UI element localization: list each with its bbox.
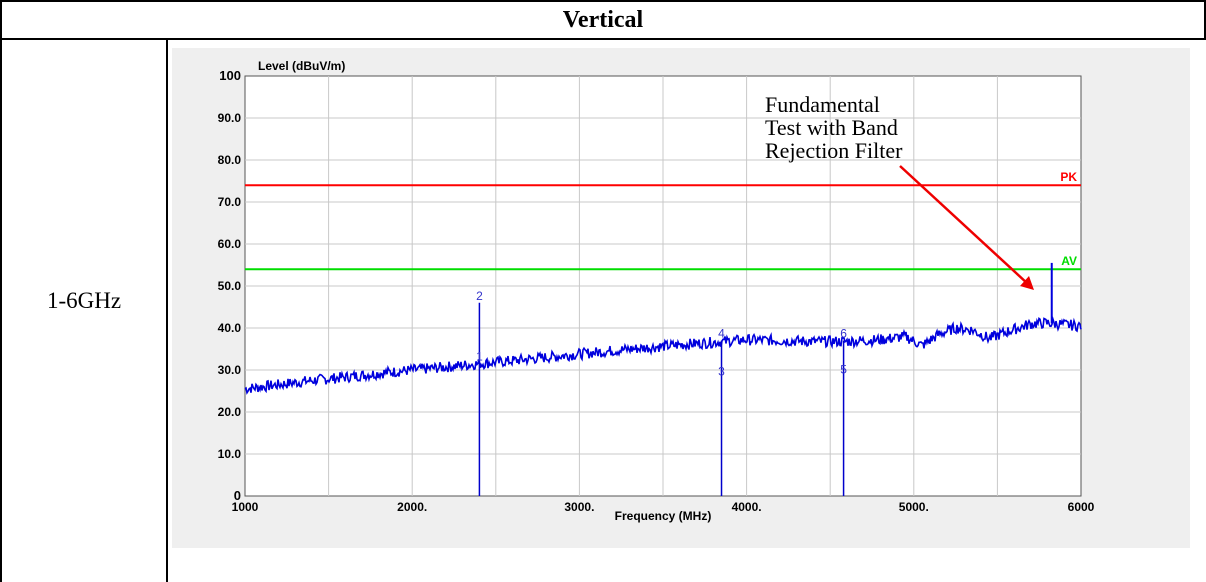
annotation-line: Test with Band — [765, 115, 898, 140]
marker-label: 5 — [840, 362, 847, 376]
marker-label: 4 — [718, 327, 725, 341]
marker-label: 2 — [476, 289, 483, 303]
y-tick-label: 40.0 — [218, 321, 242, 335]
table-border-top — [0, 0, 1206, 2]
emission-chart: PK AV 1 2 3 4 5 6 0 10.0 20.0 30.0 40.0 50.0 60.0 70.… — [218, 59, 1095, 523]
x-tick-labels: 1000 2000. 3000. 4000. 5000. 6000 — [232, 500, 1095, 514]
limit-label-pk: PK — [1060, 170, 1077, 184]
limit-label-av: AV — [1061, 254, 1077, 268]
x-tick-label: 5000. — [899, 500, 929, 514]
marker-label: 1 — [476, 350, 483, 364]
annotation-arrow — [899, 165, 1029, 285]
table-border-right — [1204, 0, 1206, 40]
x-tick-label: 6000 — [1068, 500, 1095, 514]
x-tick-label: 4000. — [732, 500, 762, 514]
marker-label: 3 — [718, 364, 725, 378]
y-axis-label: Level (dBuV/m) — [258, 59, 345, 73]
trace-line — [244, 316, 1082, 395]
trace-group — [244, 262, 1082, 395]
row-label: 1-6GHz — [46, 288, 122, 313]
y-tick-label: 90.0 — [218, 111, 242, 125]
x-axis-label: Frequency (MHz) — [615, 509, 712, 523]
x-tick-label: 3000. — [564, 500, 594, 514]
y-tick-label: 10.0 — [218, 447, 242, 461]
x-tick-label: 1000 — [232, 500, 259, 514]
y-tick-label: 50.0 — [218, 279, 242, 293]
annotation-line: Fundamental — [765, 92, 880, 117]
table-border-header — [0, 38, 1206, 40]
y-tick-label: 30.0 — [218, 363, 242, 377]
markers: 1 2 3 4 5 6 — [476, 289, 847, 496]
y-tick-label: 80.0 — [218, 153, 242, 167]
chart-panel: PK AV 1 2 3 4 5 6 0 10.0 20.0 30.0 40.0 50.0 60.0 70.… — [172, 48, 1190, 548]
table-border-left — [0, 0, 2, 582]
limit-lines: PK AV — [245, 170, 1081, 271]
y-tick-labels: 0 10.0 20.0 30.0 40.0 50.0 60.0 70.0 80.0 90.0 100 — [218, 68, 242, 503]
y-tick-label: 20.0 — [218, 405, 242, 419]
marker-label: 6 — [840, 327, 847, 341]
annotation-line: Rejection Filter — [765, 138, 903, 163]
y-tick-label: 0 — [234, 488, 241, 503]
table-border-column — [166, 40, 168, 582]
y-tick-label: 100 — [219, 68, 241, 83]
table-header: Vertical — [562, 6, 644, 33]
x-tick-label: 2000. — [397, 500, 427, 514]
grid — [245, 76, 1081, 496]
annotation-arrowhead — [1020, 276, 1034, 290]
y-tick-label: 70.0 — [218, 195, 242, 209]
y-tick-label: 60.0 — [218, 237, 242, 251]
